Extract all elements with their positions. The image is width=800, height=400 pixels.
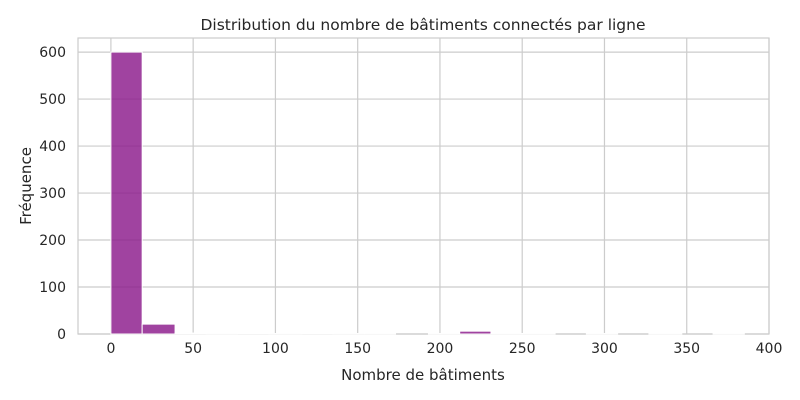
histogram-bar bbox=[490, 333, 523, 335]
y-tick-label: 500 bbox=[39, 92, 66, 108]
histogram-bar bbox=[648, 333, 683, 335]
x-tick-label: 200 bbox=[427, 341, 454, 357]
histogram-bar bbox=[141, 323, 176, 335]
histogram-bar bbox=[459, 330, 492, 335]
histogram-bar bbox=[427, 333, 461, 335]
histogram-bar bbox=[712, 333, 745, 335]
x-tick-label: 400 bbox=[756, 341, 783, 357]
chart-title: Distribution du nombre de bâtiments conn… bbox=[200, 16, 645, 34]
y-tick-label: 100 bbox=[39, 280, 66, 296]
x-axis-label: Nombre de bâtiments bbox=[341, 366, 505, 384]
y-tick-label: 300 bbox=[39, 186, 66, 202]
x-tick-label: 250 bbox=[509, 341, 536, 357]
histogram-bars bbox=[110, 51, 745, 335]
y-tick-label: 0 bbox=[57, 327, 66, 343]
y-tick-labels: 0 100 200 300 400 500 600 bbox=[39, 45, 66, 343]
y-tick-label: 600 bbox=[39, 45, 66, 61]
x-tick-label: 350 bbox=[673, 341, 700, 357]
y-tick-label: 200 bbox=[39, 233, 66, 249]
x-tick-labels: 0 50 100 150 200 250 300 350 400 bbox=[106, 341, 782, 357]
histogram-bar bbox=[301, 332, 334, 335]
histogram-bar bbox=[237, 332, 270, 335]
histogram-bar bbox=[205, 333, 239, 335]
x-tick-label: 150 bbox=[344, 341, 371, 357]
histogram-bar bbox=[268, 333, 303, 335]
x-tick-label: 300 bbox=[591, 341, 618, 357]
histogram-bar bbox=[521, 333, 556, 335]
histogram-bar bbox=[585, 333, 619, 335]
histogram-bar bbox=[174, 332, 207, 335]
plot-area bbox=[77, 37, 770, 335]
histogram-bar bbox=[332, 333, 365, 335]
x-tick-label: 50 bbox=[184, 341, 202, 357]
y-axis-label: Fréquence bbox=[17, 147, 35, 225]
histogram-bar bbox=[363, 333, 397, 335]
y-tick-label: 400 bbox=[39, 139, 66, 155]
x-tick-label: 100 bbox=[262, 341, 289, 357]
x-tick-label: 0 bbox=[106, 341, 115, 357]
histogram-bar bbox=[110, 51, 143, 335]
